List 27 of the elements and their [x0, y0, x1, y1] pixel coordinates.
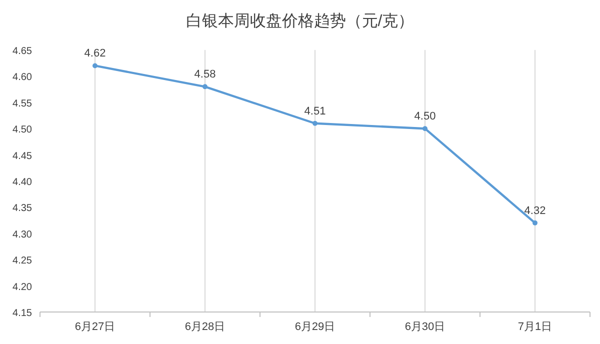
- x-tick-label: 6月30日: [404, 321, 446, 333]
- point: [202, 84, 208, 90]
- x-tick-label: 7月1日: [518, 321, 552, 333]
- data-label: 4.32: [524, 204, 546, 217]
- point: [532, 220, 538, 226]
- y-tick-label: 4.45: [12, 150, 32, 162]
- data-label: 4.62: [84, 48, 106, 60]
- point: [422, 126, 428, 132]
- data-label: 4.50: [414, 110, 436, 123]
- data-label: 4.51: [304, 105, 326, 118]
- chart-title: 白银本周收盘价格趋势（元/克）: [186, 12, 414, 30]
- x-tick-label: 6月29日: [294, 321, 336, 333]
- y-tick-label: 4.30: [12, 229, 32, 240]
- x-tick-label: 6月28日: [184, 321, 226, 333]
- y-tick-label: 4.20: [12, 282, 32, 293]
- y-tick-label: 4.35: [12, 203, 32, 214]
- x-tick-label: 6月27日: [74, 321, 116, 333]
- y-tick-label: 4.55: [12, 98, 32, 110]
- y-tick-label: 4.60: [12, 72, 32, 84]
- y-tick-label: 4.25: [12, 256, 32, 267]
- y-tick-label: 4.50: [12, 124, 32, 136]
- point: [312, 120, 318, 126]
- point: [92, 63, 98, 68]
- data-label: 4.58: [194, 68, 216, 81]
- y-tick-label: 4.15: [12, 308, 32, 319]
- y-tick-label: 4.65: [12, 46, 32, 57]
- y-tick-label: 4.40: [12, 177, 32, 188]
